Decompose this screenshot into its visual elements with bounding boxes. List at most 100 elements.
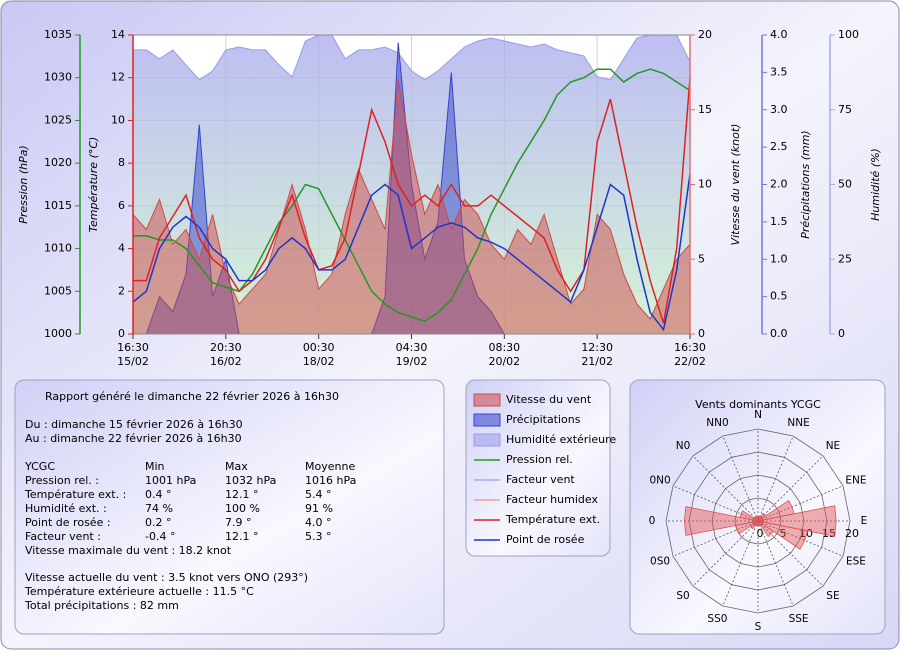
- rose-direction: NN0: [706, 417, 728, 429]
- rose-tick-label: 0: [757, 527, 764, 540]
- x-tick-label: 16:30: [117, 341, 149, 354]
- y-tick-label: 1.5: [770, 215, 788, 228]
- table-cell: Pression rel. :: [25, 474, 99, 487]
- y-tick-label: 12: [111, 71, 125, 84]
- rose-spoke: [672, 520, 759, 557]
- table-cell: 0.4 °: [145, 488, 172, 501]
- rose-spoke: [757, 485, 844, 522]
- axis-title: Pression (hPa): [17, 145, 30, 224]
- rose-direction: N0: [676, 440, 691, 452]
- y-tick-label: 1000: [44, 327, 72, 340]
- table-cell: 1016 hPa: [305, 474, 356, 487]
- legend-swatch: [473, 413, 501, 427]
- rose-spoke: [757, 435, 794, 522]
- x-tick-label: 00:30: [303, 341, 335, 354]
- y-tick-label: 0.0: [770, 327, 788, 340]
- table-cell: 91 %: [305, 502, 333, 515]
- y-tick-label: 1010: [44, 242, 72, 255]
- axis-title: Précipitations (mm): [799, 130, 812, 238]
- table-cell: 0.2 °: [145, 516, 172, 529]
- table-cell: 7.9 °: [225, 516, 252, 529]
- rose-spoke: [722, 520, 759, 607]
- report-current: Vitesse actuelle du vent : 3.5 knot vers…: [25, 571, 308, 584]
- rose-tick-label: 15: [822, 527, 836, 540]
- y-tick-label: 2.5: [770, 140, 788, 153]
- x-tick-label: 16/02: [210, 355, 242, 368]
- legend-label: Pression rel.: [506, 453, 573, 466]
- y-tick-label: 0.5: [770, 290, 788, 303]
- table-header: Max: [225, 460, 248, 473]
- report-max-wind: Vitesse maximale du vent : 18.2 knot: [25, 544, 232, 557]
- rose-sector: [683, 506, 759, 536]
- y-tick-label: 10: [698, 178, 712, 191]
- rose-sector: [754, 515, 759, 522]
- axis-title: Température (°C): [87, 137, 100, 233]
- report-current: Température extérieure actuelle : 11.5 °…: [24, 585, 254, 598]
- rose-spoke: [692, 520, 759, 587]
- line-series: [133, 68, 691, 323]
- rose-sector: [757, 520, 809, 550]
- rose-direction: S: [755, 621, 762, 633]
- y-tick-label: 50: [838, 178, 852, 191]
- rose-direction: 0N0: [649, 474, 670, 486]
- y-tick-label: 0: [118, 327, 125, 340]
- legend-swatch: [473, 433, 501, 447]
- table-cell: Température ext. :: [24, 488, 126, 501]
- rose-direction: SSE: [789, 613, 809, 625]
- rose-tick-label: 5: [780, 527, 787, 540]
- rose-spoke: [757, 455, 824, 522]
- table-cell: 74 %: [145, 502, 173, 515]
- y-tick-label: 4: [118, 242, 125, 255]
- y-tick-label: 1015: [44, 199, 72, 212]
- rose-ring: [665, 428, 851, 614]
- table-header: Moyenne: [305, 460, 355, 473]
- table-cell: Humidité ext. :: [25, 502, 107, 515]
- legend-label: Précipitations: [506, 413, 581, 426]
- y-tick-label: 5: [698, 252, 705, 265]
- y-tick-label: 20: [698, 28, 712, 41]
- y-tick-label: 1.0: [770, 252, 788, 265]
- y-tick-label: 25: [838, 252, 852, 265]
- legend-swatch: [473, 393, 501, 407]
- y-tick-label: 1005: [44, 284, 72, 297]
- y-tick-label: 75: [838, 103, 852, 116]
- rose-direction: 0S0: [650, 556, 670, 568]
- rose-spoke: [672, 485, 759, 522]
- legend-label: Température ext.: [505, 513, 600, 526]
- x-tick-label: 18/02: [303, 355, 335, 368]
- rose-values: [683, 499, 837, 550]
- y-tick-label: 2: [118, 284, 125, 297]
- rose-direction: ESE: [846, 556, 866, 568]
- table-cell: 1001 hPa: [145, 474, 196, 487]
- y-tick-label: 2.0: [770, 178, 788, 191]
- y-tick-label: 1030: [44, 71, 72, 84]
- rose-spoke: [722, 435, 759, 522]
- table-cell: 5.3 °: [305, 530, 332, 543]
- table-cell: 100 %: [225, 502, 260, 515]
- legend-label: Facteur vent: [506, 473, 575, 486]
- rose-direction: E: [861, 515, 868, 527]
- line-series: [132, 173, 691, 332]
- rose-direction: NNE: [787, 417, 809, 429]
- rose-direction: N: [754, 409, 762, 421]
- rose-sector: [739, 510, 759, 522]
- table-header: Min: [145, 460, 165, 473]
- x-tick-label: 20/02: [488, 355, 520, 368]
- x-tick-label: 20:30: [210, 341, 242, 354]
- x-tick-label: 16:30: [674, 341, 706, 354]
- rose-sector: [757, 520, 774, 537]
- y-tick-label: 0: [838, 327, 845, 340]
- table-cell: 4.0 °: [305, 516, 332, 529]
- rose-direction: SE: [826, 590, 839, 602]
- rose-spoke: [757, 520, 794, 607]
- x-tick-label: 12:30: [581, 341, 613, 354]
- y-tick-label: 14: [111, 28, 125, 41]
- table-cell: 12.1 °: [225, 488, 259, 501]
- rose-sector: [757, 505, 837, 537]
- table-cell: Facteur vent :: [25, 530, 101, 543]
- legend-label: Vitesse du vent: [506, 393, 592, 406]
- y-tick-label: 3.0: [770, 103, 788, 116]
- line-series: [133, 77, 691, 324]
- y-tick-label: 1025: [44, 113, 72, 126]
- legend-panel: [465, 379, 611, 557]
